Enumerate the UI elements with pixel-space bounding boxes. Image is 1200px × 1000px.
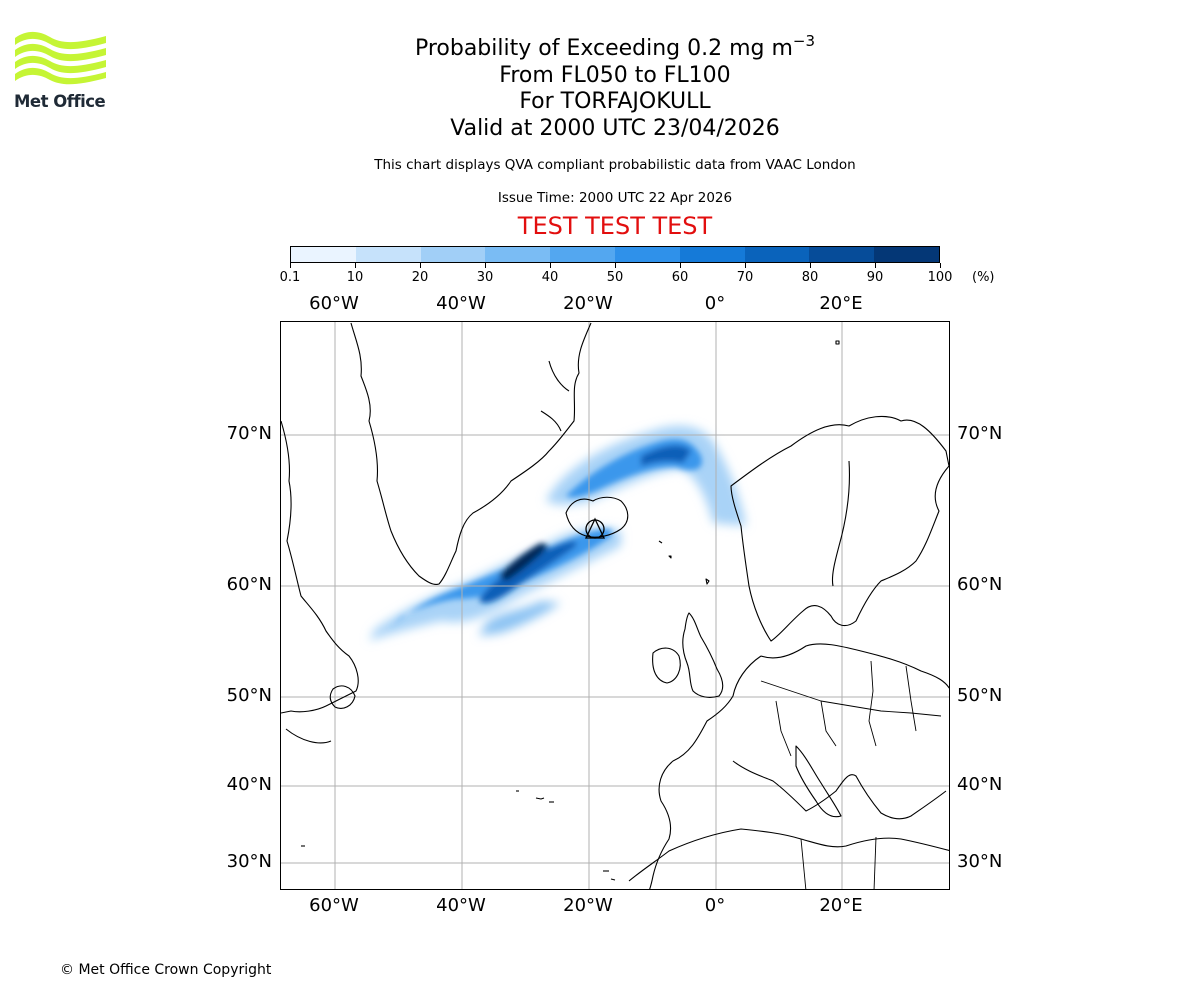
colorbar-segment xyxy=(744,247,810,262)
italy-coast xyxy=(795,745,842,818)
longitude-label: 40°W xyxy=(436,895,486,916)
latitude-label: 30°N xyxy=(226,851,272,872)
europe-coast xyxy=(649,655,762,889)
longitude-label: 20°E xyxy=(819,895,863,916)
chart-description: This chart displays QVA compliant probab… xyxy=(374,157,856,173)
probability-colorbar xyxy=(290,246,940,263)
volcano-triangle-icon xyxy=(584,517,606,539)
met-office-waves-icon xyxy=(15,31,106,85)
longitude-label: 20°E xyxy=(819,293,863,314)
valid-time: Valid at 2000 UTC 23/04/2026 xyxy=(450,116,780,141)
colorbar-tick-label: 50 xyxy=(606,270,624,285)
coastlines xyxy=(281,322,949,889)
colorbar-tick xyxy=(875,263,876,268)
colorbar-segment xyxy=(291,247,356,262)
colorbar-tick-label: 30 xyxy=(476,270,494,285)
colorbar-tick-label: 0.1 xyxy=(279,270,301,285)
scandinavia-coast xyxy=(730,415,949,642)
test-banner: TEST TEST TEST xyxy=(517,212,713,240)
colorbar-tick-label: 100 xyxy=(927,270,953,285)
chart-title: Probability of Exceeding 0.2 mg m−3 xyxy=(300,28,930,62)
met-office-logo: Met Office xyxy=(14,30,109,112)
newfoundland-coast xyxy=(329,685,356,709)
latitude-label: 70°N xyxy=(957,423,1003,444)
issue-time: Issue Time: 2000 UTC 22 Apr 2026 xyxy=(497,190,733,206)
longitude-label: 20°W xyxy=(563,895,613,916)
ash-probability-plume xyxy=(369,425,746,641)
map-graticule xyxy=(281,322,949,889)
latitude-label: 40°N xyxy=(957,774,1003,795)
north-africa-coast xyxy=(628,828,949,882)
colorbar-segment xyxy=(355,247,421,262)
copyright-notice: © Met Office Crown Copyright xyxy=(60,962,272,978)
longitude-label: 0° xyxy=(704,293,726,314)
colorbar-tick-label: 40 xyxy=(541,270,559,285)
colorbar-unit: (%) xyxy=(972,270,995,285)
ireland-coast xyxy=(652,647,681,684)
colorbar-tick xyxy=(420,263,421,268)
iceland-coast xyxy=(565,496,629,538)
greenland-coast xyxy=(350,322,592,585)
latitude-label: 60°N xyxy=(957,574,1003,595)
latitude-label: 70°N xyxy=(226,423,272,444)
volcano-name: For TORFAJOKULL xyxy=(519,89,711,114)
longitude-label: 60°W xyxy=(309,293,359,314)
colorbar-tick xyxy=(290,263,291,268)
colorbar-segment xyxy=(679,247,745,262)
colorbar-tick-label: 90 xyxy=(866,270,884,285)
longitude-label: 60°W xyxy=(309,895,359,916)
colorbar-tick xyxy=(355,263,356,268)
longitude-label: 20°W xyxy=(563,293,613,314)
longitude-label: 40°W xyxy=(436,293,486,314)
colorbar-tick xyxy=(810,263,811,268)
colorbar-segment xyxy=(809,247,875,262)
latitude-label: 50°N xyxy=(226,685,272,706)
colorbar-tick xyxy=(550,263,551,268)
colorbar-tick-label: 10 xyxy=(346,270,364,285)
colorbar-segment xyxy=(874,247,939,262)
chart-title-superscript: −3 xyxy=(792,32,816,50)
chart-title-text: Probability of Exceeding 0.2 mg m xyxy=(414,36,793,61)
colorbar-tick xyxy=(745,263,746,268)
probability-map xyxy=(280,321,950,890)
latitude-label: 30°N xyxy=(957,851,1003,872)
map-canvas xyxy=(281,322,949,889)
latitude-label: 50°N xyxy=(957,685,1003,706)
colorbar-segment xyxy=(614,247,680,262)
flight-level-range: From FL050 to FL100 xyxy=(499,63,731,88)
colorbar-segment xyxy=(420,247,486,262)
colorbar-segment xyxy=(550,247,615,262)
longitude-label: 0° xyxy=(704,895,726,916)
colorbar-tick xyxy=(680,263,681,268)
colorbar-tick-label: 60 xyxy=(671,270,689,285)
colorbar-tick-label: 80 xyxy=(801,270,819,285)
labrador-coast xyxy=(281,420,359,714)
colorbar-tick xyxy=(940,263,941,268)
latitude-label: 60°N xyxy=(226,574,272,595)
colorbar-segment xyxy=(485,247,551,262)
colorbar-tick xyxy=(615,263,616,268)
colorbar-tick-label: 20 xyxy=(411,270,429,285)
uk-coast xyxy=(682,612,724,698)
colorbar-tick-label: 70 xyxy=(736,270,754,285)
logo-text: Met Office xyxy=(14,92,106,111)
colorbar-tick xyxy=(485,263,486,268)
latitude-label: 40°N xyxy=(226,774,272,795)
